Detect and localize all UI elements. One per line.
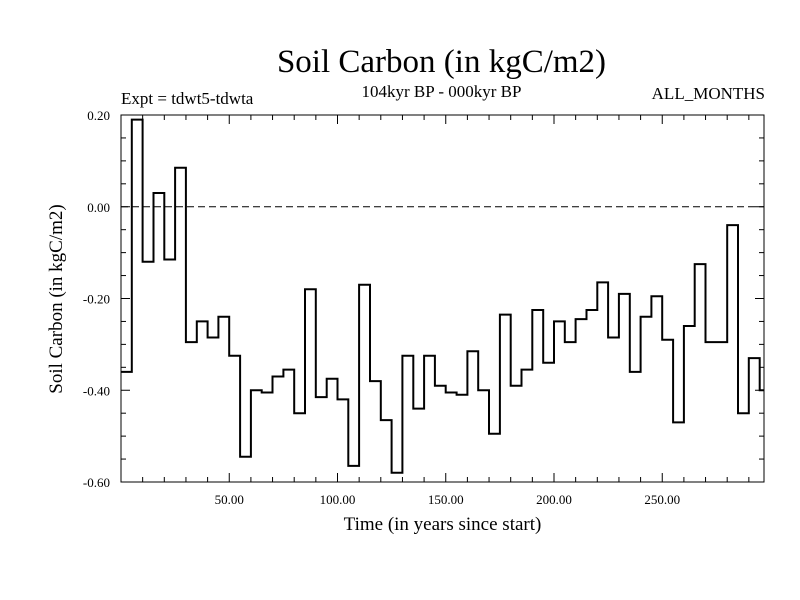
- chart-title: Soil Carbon (in kgC/m2): [276, 44, 607, 80]
- y-tick-label: 0.20: [87, 108, 110, 123]
- x-tick-label: 50.00: [215, 492, 244, 507]
- y-tick-label: -0.20: [83, 292, 110, 307]
- experiment-label: Expt = tdwt5-tdwta: [121, 89, 254, 108]
- months-label: ALL_MONTHS: [651, 84, 765, 103]
- x-tick-label: 250.00: [644, 492, 680, 507]
- y-tick-labels: 0.20 0.00 -0.20 -0.40 -0.60: [83, 108, 110, 490]
- plot-frame: [120, 114, 765, 483]
- x-tick-label: 150.00: [428, 492, 464, 507]
- y-tick-label: 0.00: [87, 200, 110, 215]
- y-tick-label: -0.40: [83, 383, 110, 398]
- series-line: [121, 118, 764, 474]
- x-tick-labels: 50.00 100.00 150.00 200.00 250.00: [215, 492, 680, 507]
- axis-ticks: [121, 114, 764, 483]
- x-axis-title: Time (in years since start): [343, 514, 542, 535]
- y-tick-label: -0.60: [83, 475, 110, 490]
- chart-subtitle: 104kyr BP - 000kyr BP: [361, 82, 522, 101]
- x-tick-label: 100.00: [320, 492, 356, 507]
- x-tick-label: 200.00: [536, 492, 572, 507]
